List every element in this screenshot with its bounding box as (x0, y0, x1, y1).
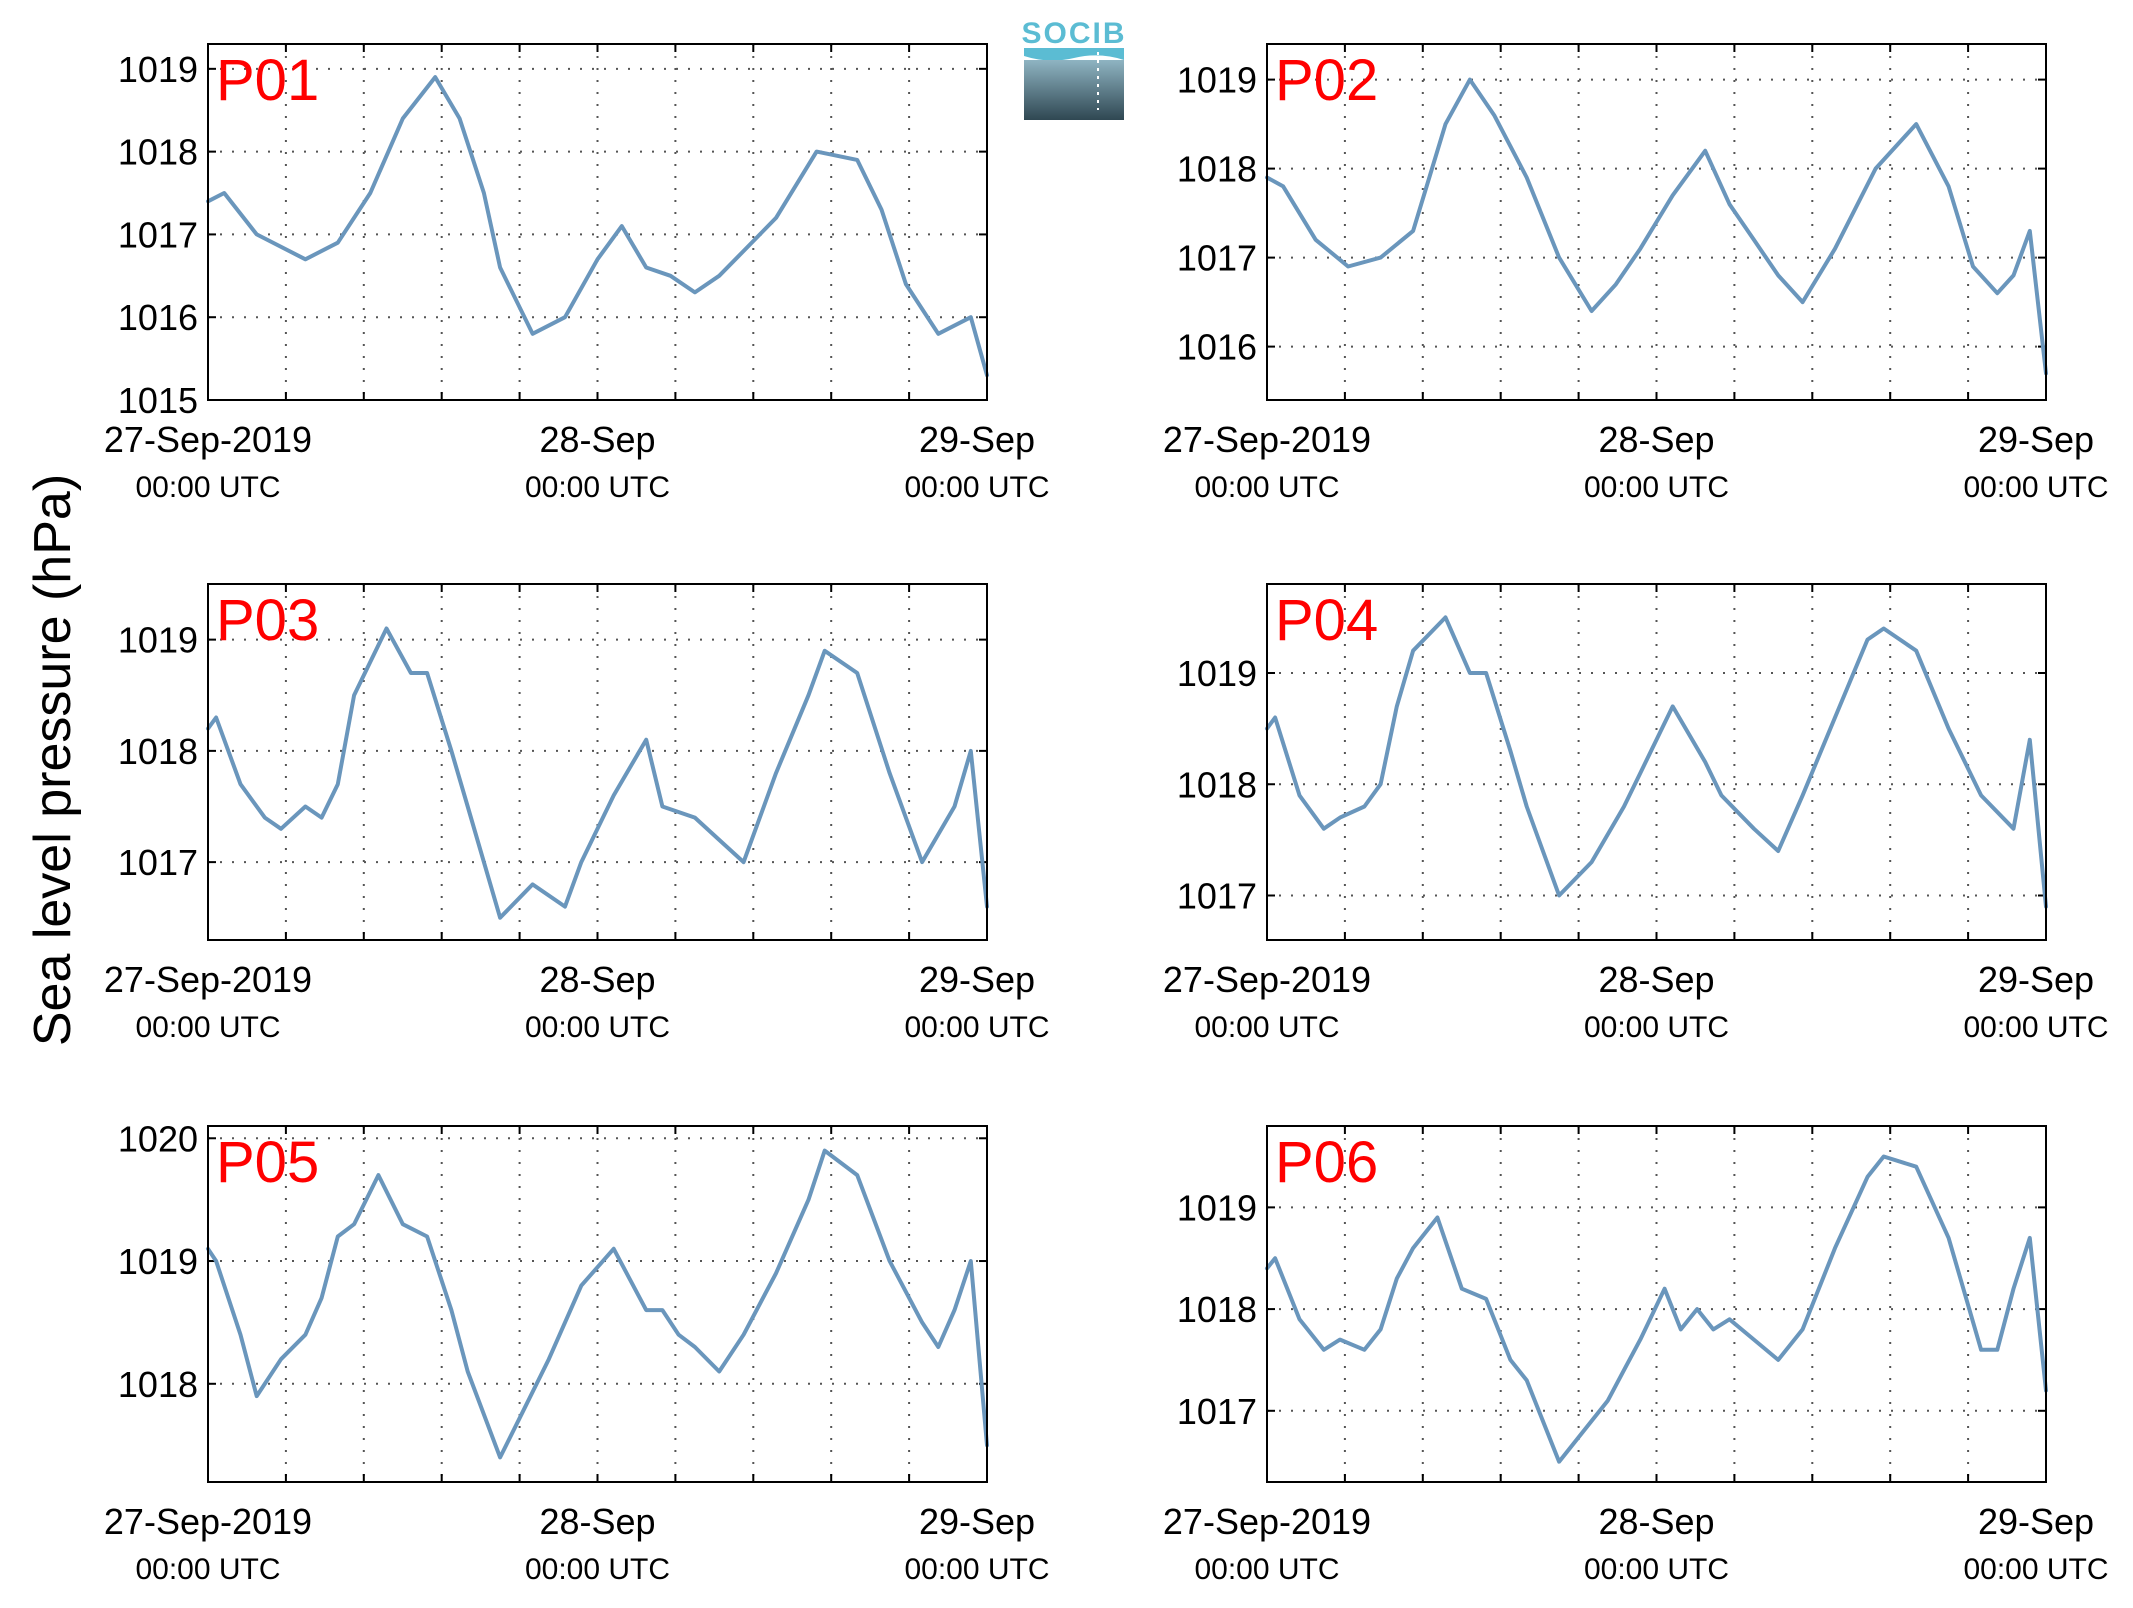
y-tick-label: 1019 (118, 49, 198, 90)
axes-frame (1266, 43, 2047, 401)
panel-label: P05 (216, 1130, 319, 1195)
x-tick-label-date: 28-Sep (539, 959, 655, 1000)
x-tick-label-date: 28-Sep (1598, 1501, 1714, 1542)
pressure-line-p05 (206, 1148, 989, 1460)
panel-label: P03 (216, 588, 319, 653)
x-tick-label-date: 29-Sep (919, 1501, 1035, 1542)
chart-panel-p01: 1015 1016 1017 1018 1019 27-Sep-2019 00:00 UTC… (104, 43, 1050, 504)
x-tick-label-time: 00:00 UTC (525, 1011, 670, 1044)
x-tick-label-date: 27-Sep-2019 (1163, 959, 1371, 1000)
x-tick-label-date: 27-Sep-2019 (104, 1501, 312, 1542)
x-tick-label-time: 00:00 UTC (1963, 1553, 2108, 1586)
pressure-line-p01 (206, 75, 989, 378)
x-tick-label-date: 27-Sep-2019 (104, 419, 312, 460)
pressure-line-p06 (1265, 1154, 2048, 1464)
panel-label: P04 (1275, 588, 1378, 653)
x-tick-label-date: 28-Sep (539, 1501, 655, 1542)
y-tick-label: 1017 (118, 842, 198, 883)
y-tick-label: 1018 (1177, 1289, 1257, 1330)
x-tick-label-time: 00:00 UTC (904, 1011, 1049, 1044)
x-tick-label-date: 28-Sep (539, 419, 655, 460)
x-tick-label-date: 27-Sep-2019 (104, 959, 312, 1000)
figure-ylabel: Sea level pressure (hPa) (24, 474, 82, 1046)
x-tick-label-date: 29-Sep (1978, 419, 2094, 460)
panel-label: P06 (1275, 1130, 1378, 1195)
x-tick-label-date: 29-Sep (919, 419, 1035, 460)
x-tick-label-time: 00:00 UTC (904, 1553, 1049, 1586)
chart-panel-p03: 1017 1018 1019 27-Sep-2019 00:00 UTC 28-Sep 00… (104, 583, 1050, 1044)
x-tick-label-time: 00:00 UTC (1584, 1553, 1729, 1586)
y-tick-label: 1019 (1177, 653, 1257, 694)
x-tick-label-time: 00:00 UTC (1584, 1011, 1729, 1044)
chart-panel-p06: 1017 1018 1019 27-Sep-2019 00:00 UTC 28-Sep 00… (1163, 1125, 2109, 1586)
x-tick-label-date: 29-Sep (919, 959, 1035, 1000)
x-tick-label-time: 00:00 UTC (525, 1553, 670, 1586)
chart-panel-p04: 1017 1018 1019 27-Sep-2019 00:00 UTC 28-Sep 00… (1163, 583, 2109, 1044)
pressure-line-p02 (1265, 77, 2048, 376)
axes-frame (207, 583, 988, 941)
x-tick-label-time: 00:00 UTC (904, 471, 1049, 504)
socib-logo: SOCIB (1021, 17, 1126, 120)
chart-panel-p05: 1018 1019 1020 27-Sep-2019 00:00 UTC 28-Sep 00… (104, 1118, 1050, 1586)
axes-frame (1266, 583, 2047, 941)
x-tick-label-time: 00:00 UTC (1963, 1011, 2108, 1044)
x-tick-label-date: 29-Sep (1978, 1501, 2094, 1542)
x-tick-label-time: 00:00 UTC (1584, 471, 1729, 504)
y-tick-label: 1017 (1177, 876, 1257, 917)
x-tick-label-time: 00:00 UTC (525, 471, 670, 504)
x-tick-label-date: 27-Sep-2019 (1163, 1501, 1371, 1542)
x-tick-label-date: 28-Sep (1598, 959, 1714, 1000)
x-tick-label-time: 00:00 UTC (1963, 471, 2108, 504)
y-tick-label: 1019 (118, 1241, 198, 1282)
y-tick-label: 1020 (118, 1118, 198, 1159)
y-tick-label: 1018 (118, 132, 198, 173)
y-tick-label: 1016 (1177, 327, 1257, 368)
y-tick-label: 1016 (118, 297, 198, 338)
x-tick-label-time: 00:00 UTC (1194, 1553, 1339, 1586)
x-tick-label-date: 29-Sep (1978, 959, 2094, 1000)
y-tick-label: 1017 (1177, 238, 1257, 279)
axes-frame (207, 43, 988, 401)
x-tick-label-date: 28-Sep (1598, 419, 1714, 460)
pressure-line-p03 (206, 626, 989, 920)
y-tick-label: 1015 (118, 380, 198, 421)
y-tick-label: 1018 (118, 731, 198, 772)
y-tick-label: 1019 (1177, 60, 1257, 101)
axes-frame (207, 1125, 988, 1483)
x-tick-label-time: 00:00 UTC (135, 1011, 280, 1044)
x-tick-label-time: 00:00 UTC (135, 471, 280, 504)
pressure-line-p04 (1265, 615, 2048, 909)
y-tick-label: 1019 (118, 620, 198, 661)
panel-label: P01 (216, 48, 319, 113)
y-tick-label: 1018 (118, 1364, 198, 1405)
y-tick-label: 1018 (1177, 149, 1257, 190)
socib-logo-text: SOCIB (1021, 17, 1126, 50)
y-tick-label: 1019 (1177, 1187, 1257, 1228)
chart-panel-p02: 1016 1017 1018 1019 27-Sep-2019 00:00 UTC 28-S… (1163, 43, 2109, 504)
x-tick-label-time: 00:00 UTC (1194, 1011, 1339, 1044)
x-tick-label-date: 27-Sep-2019 (1163, 419, 1371, 460)
x-tick-label-time: 00:00 UTC (135, 1553, 280, 1586)
y-tick-label: 1018 (1177, 764, 1257, 805)
axes-frame (1266, 1125, 2047, 1483)
y-tick-label: 1017 (1177, 1391, 1257, 1432)
y-tick-label: 1017 (118, 214, 198, 255)
panel-label: P02 (1275, 48, 1378, 113)
x-tick-label-time: 00:00 UTC (1194, 471, 1339, 504)
